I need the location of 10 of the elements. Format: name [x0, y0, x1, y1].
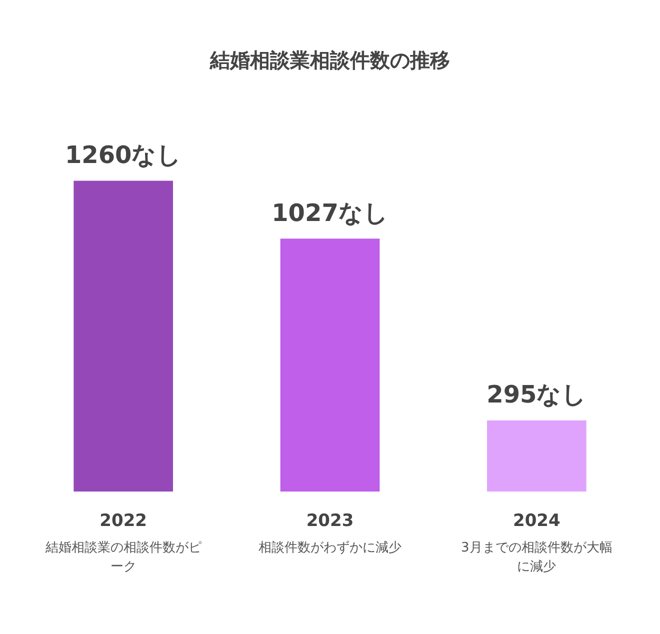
text: 結婚相談業の相談件数がピーク [44, 540, 202, 574]
x-tick-label: 2024 [513, 511, 560, 532]
text: 相談件数がわずかに減少 [258, 540, 402, 556]
text: 3月までの相談件数が大幅に減少 [461, 540, 612, 574]
data-label: 1027なし [272, 198, 388, 227]
x-tick-label: 2023 [306, 511, 354, 532]
chart-title: 結婚相談業相談件数の推移 [209, 48, 450, 72]
x-tick-label: 2022 [100, 511, 147, 532]
data-label: 1260なし [64, 140, 182, 169]
data-label: 295なし [486, 380, 587, 409]
